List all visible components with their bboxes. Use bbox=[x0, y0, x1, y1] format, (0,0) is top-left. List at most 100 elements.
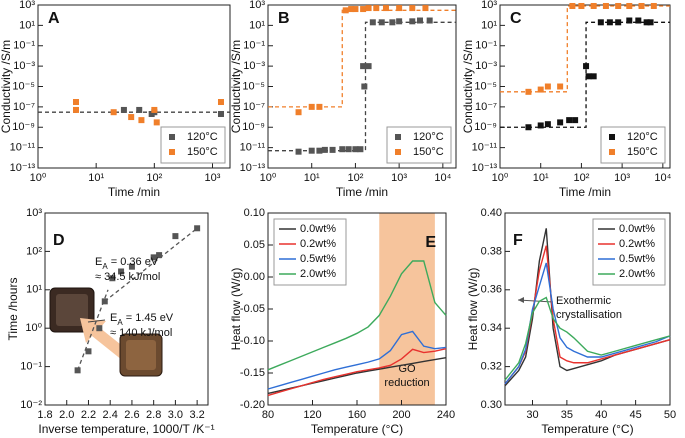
data-point bbox=[357, 146, 364, 153]
legend-label: 150°C bbox=[413, 146, 444, 158]
data-point bbox=[569, 2, 576, 9]
data-point bbox=[72, 106, 79, 113]
legend-label: 150°C bbox=[187, 146, 218, 158]
data-line bbox=[267, 260, 447, 371]
data-point bbox=[151, 106, 158, 113]
data-point bbox=[422, 5, 429, 12]
data-point bbox=[194, 225, 201, 232]
y-tick-label: 10⁻⁷ bbox=[475, 101, 497, 113]
data-point bbox=[316, 147, 323, 154]
y-tick-label: 0.10 bbox=[244, 207, 265, 219]
x-tick-label: 10⁰ bbox=[260, 172, 277, 184]
y-axis-label: Conductivity /S/m bbox=[461, 40, 475, 133]
data-point bbox=[583, 63, 590, 70]
y-tick-label: -0.05 bbox=[240, 303, 265, 315]
data-point bbox=[378, 19, 385, 26]
panel-label: F bbox=[513, 232, 523, 249]
data-point bbox=[74, 367, 81, 374]
data-point bbox=[537, 86, 544, 93]
data-point bbox=[382, 5, 389, 12]
data-point bbox=[85, 348, 92, 355]
legend-swatch bbox=[609, 149, 615, 155]
x-tick-label: 45 bbox=[630, 409, 642, 421]
y-tick-label: 10¹ bbox=[481, 19, 497, 31]
data-point bbox=[109, 275, 116, 282]
x-tick-label: 10¹ bbox=[88, 172, 104, 184]
data-point bbox=[360, 6, 367, 13]
data-point bbox=[150, 254, 157, 261]
data-point bbox=[597, 19, 604, 26]
x-axis-label: Time /min bbox=[559, 185, 611, 199]
legend-box bbox=[160, 126, 226, 164]
legend-label: 0.5wt% bbox=[619, 253, 655, 265]
data-point bbox=[316, 103, 323, 110]
data-point bbox=[136, 106, 143, 113]
data-point bbox=[348, 6, 355, 13]
y-tick-label: 10¹ bbox=[249, 19, 265, 31]
x-tick-label: 10² bbox=[146, 172, 162, 184]
data-point bbox=[153, 119, 160, 126]
x-tick-label: 2.6 bbox=[124, 409, 139, 421]
legend-label: 150°C bbox=[627, 146, 658, 158]
y-tick-label: 10⁻¹ bbox=[13, 40, 35, 52]
x-tick-label: 2.4 bbox=[103, 409, 118, 421]
x-tick-label: 10¹ bbox=[533, 172, 549, 184]
x-axis-label: Inverse temperature, 1000/T /K⁻¹ bbox=[38, 422, 214, 436]
data-point bbox=[138, 117, 145, 124]
y-tick-label: 0.00 bbox=[244, 271, 265, 283]
y-tick-label: 10² bbox=[26, 245, 42, 257]
data-point bbox=[626, 17, 633, 24]
x-tick-label: 10³ bbox=[391, 172, 407, 184]
x-tick-label: 10⁰ bbox=[30, 172, 47, 184]
shade-label: GO bbox=[399, 363, 417, 375]
data-point bbox=[352, 6, 359, 13]
data-point bbox=[615, 2, 622, 9]
x-tick-label: 10⁴ bbox=[434, 172, 451, 184]
x-tick-label: 40 bbox=[595, 409, 607, 421]
y-tick-label: 10⁻¹³ bbox=[10, 162, 36, 174]
data-point bbox=[416, 17, 423, 24]
y-tick-label: 10⁻² bbox=[20, 399, 42, 411]
annotation: EA = 1.45 eV bbox=[110, 312, 174, 327]
y-tick-label: 0.38 bbox=[481, 245, 502, 257]
data-point bbox=[537, 122, 544, 129]
data-point bbox=[638, 2, 645, 9]
data-point bbox=[525, 124, 532, 131]
x-tick-label: 2.0 bbox=[59, 409, 74, 421]
data-point bbox=[295, 148, 302, 155]
y-tick-label: 10⁻¹¹ bbox=[240, 142, 266, 154]
y-tick-label: 10¹ bbox=[19, 19, 35, 31]
data-point bbox=[120, 106, 127, 113]
y-axis-label: Conductivity /S/m bbox=[0, 40, 13, 133]
x-tick-label: 3.2 bbox=[189, 409, 204, 421]
data-point bbox=[365, 63, 372, 70]
y-tick-label: 10⁻⁵ bbox=[242, 80, 265, 92]
x-tick-label: 10² bbox=[347, 172, 363, 184]
data-point bbox=[369, 19, 376, 26]
annotation-part: A bbox=[102, 262, 108, 271]
x-tick-label: 50 bbox=[664, 409, 676, 421]
data-point bbox=[626, 2, 633, 9]
x-tick-label: 2.2 bbox=[81, 409, 96, 421]
plot-frame bbox=[504, 212, 671, 406]
x-tick-label: 10³ bbox=[614, 172, 630, 184]
y-axis-label: Time /hours bbox=[6, 278, 20, 341]
data-point bbox=[643, 19, 650, 26]
y-tick-label: 10¹ bbox=[26, 284, 42, 296]
data-point bbox=[557, 83, 564, 90]
data-point bbox=[308, 103, 315, 110]
legend-swatch bbox=[169, 134, 175, 140]
data-line bbox=[504, 296, 671, 381]
panel-label: C bbox=[510, 10, 522, 27]
data-point bbox=[647, 19, 654, 26]
y-tick-label: 10⁻⁵ bbox=[12, 80, 35, 92]
data-point bbox=[585, 73, 592, 80]
legend-swatch bbox=[169, 149, 175, 155]
legend-box bbox=[386, 126, 452, 164]
annotation-arrowhead bbox=[518, 297, 524, 303]
data-point bbox=[360, 63, 367, 70]
data-point bbox=[217, 110, 224, 117]
legend-label: 2.0wt% bbox=[619, 268, 655, 280]
legend-swatch bbox=[395, 134, 401, 140]
